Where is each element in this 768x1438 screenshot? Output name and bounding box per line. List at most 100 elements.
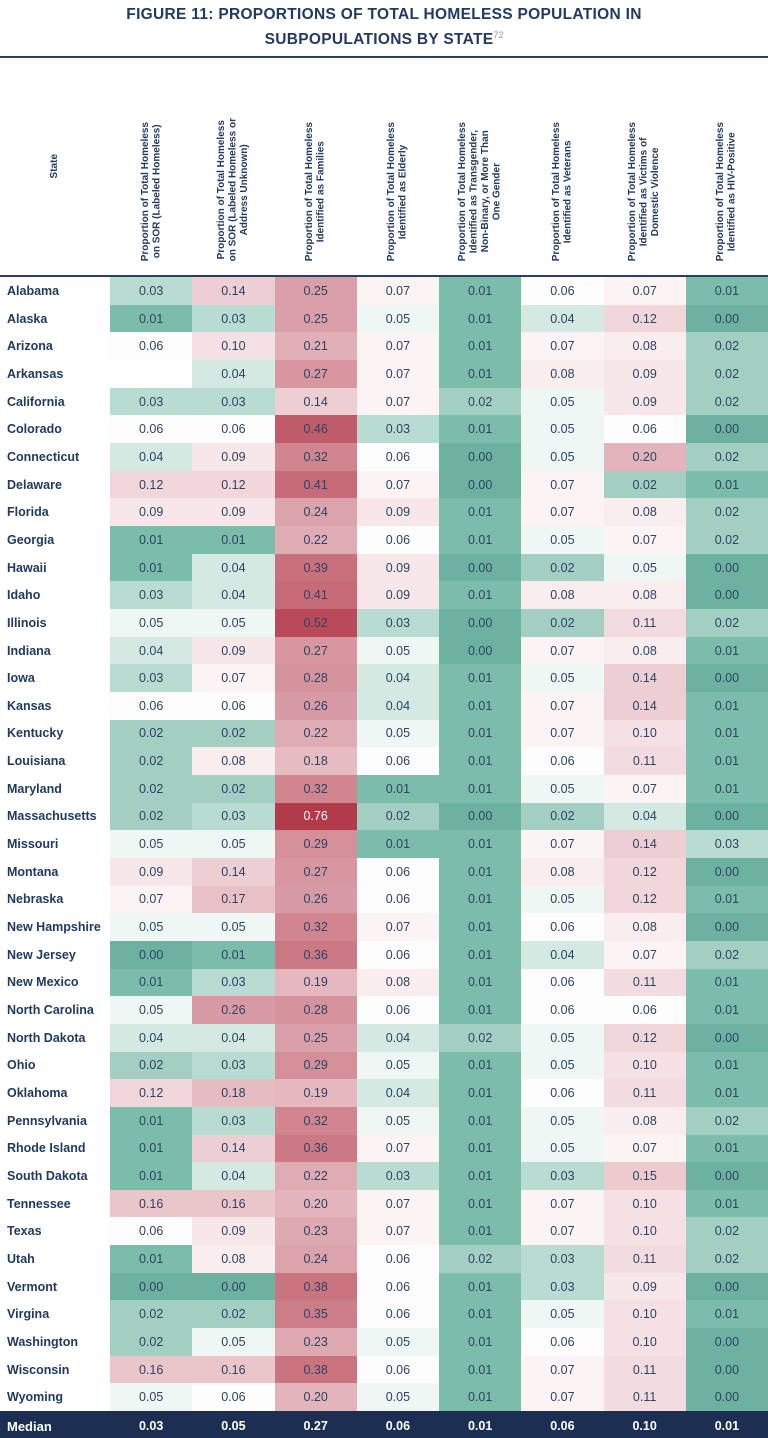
value-cell: 0.27 (274, 636, 357, 665)
value-cell: 0.02 (439, 387, 522, 416)
value-cell: 0.07 (356, 1134, 439, 1163)
value-cell: 0.10 (603, 1051, 686, 1080)
value-cell: 0.00 (439, 553, 522, 582)
value-cell: 0.00 (685, 1162, 768, 1190)
value-cell: 0.04 (192, 1023, 275, 1052)
value-cell: 0.02 (521, 802, 604, 831)
value-cell: 0.00 (685, 913, 768, 941)
state-label: Florida (0, 498, 110, 527)
value-cell: 0.06 (356, 443, 439, 471)
value-cell: 0.08 (603, 332, 686, 361)
state-label: Pennsylvania (0, 1106, 110, 1135)
value-cell: 0.01 (685, 1189, 768, 1218)
table-row: New Mexico 0.01 0.03 0.19 0.08 0.01 0.06 0.11 0.… (0, 968, 768, 997)
value-cell: 0.07 (521, 498, 604, 527)
median-value-cell: 0.10 (632, 1419, 657, 1434)
value-cell: 0.05 (521, 415, 604, 444)
value-cell: 0.29 (274, 1051, 357, 1080)
value-cell: 0.03 (192, 802, 275, 831)
value-cell: 0.01 (110, 304, 193, 333)
table-row: Texas 0.06 0.09 0.23 0.07 0.01 0.07 0.10 0.02 (0, 1217, 768, 1246)
median-label: Median (7, 1418, 52, 1434)
value-cell: 0.02 (110, 719, 193, 748)
value-cell: 0.10 (192, 332, 275, 361)
value-cell (110, 360, 193, 388)
state-label: Rhode Island (0, 1134, 110, 1163)
value-cell: 0.02 (521, 553, 604, 582)
value-cell: 0.01 (439, 664, 522, 692)
value-cell: 0.06 (521, 1328, 604, 1356)
value-cell: 0.14 (603, 830, 686, 858)
value-cell: 0.26 (274, 885, 357, 914)
value-cell: 0.05 (521, 1300, 604, 1329)
value-cell: 0.03 (110, 387, 193, 416)
value-cell: 0.32 (274, 774, 357, 803)
value-cell: 0.06 (356, 747, 439, 775)
value-cell: 0.01 (356, 830, 439, 858)
value-cell: 0.06 (192, 415, 275, 444)
state-label: Oklahoma (0, 1079, 110, 1107)
value-cell: 0.02 (110, 1300, 193, 1329)
value-cell: 0.14 (192, 857, 275, 886)
value-cell: 0.07 (356, 277, 439, 305)
value-cell: 0.02 (110, 802, 193, 831)
value-cell: 0.02 (192, 774, 275, 803)
value-cell: 0.04 (110, 443, 193, 471)
table-row: Virgina 0.02 0.02 0.35 0.06 0.01 0.05 0.10 0.01 (0, 1300, 768, 1329)
value-cell: 0.09 (356, 581, 439, 610)
table-row: Indiana 0.04 0.09 0.27 0.05 0.00 0.07 0.08 0.01 (0, 636, 768, 665)
value-cell: 0.01 (685, 885, 768, 914)
value-cell: 0.04 (521, 304, 604, 333)
value-cell: 0.02 (356, 802, 439, 831)
value-cell: 0.39 (274, 553, 357, 582)
value-cell: 0.07 (521, 1217, 604, 1246)
value-cell: 0.10 (603, 1217, 686, 1246)
value-cell: 0.01 (192, 526, 275, 554)
value-cell: 0.07 (356, 332, 439, 361)
table-row: Illinois 0.05 0.05 0.52 0.03 0.00 0.02 0.11 0.02 (0, 609, 768, 637)
value-cell: 0.01 (685, 470, 768, 499)
value-cell: 0.18 (274, 747, 357, 775)
value-cell: 0.01 (110, 968, 193, 997)
table-row: Arizona 0.06 0.10 0.21 0.07 0.01 0.07 0.08 0.02 (0, 332, 768, 361)
value-cell: 0.06 (356, 996, 439, 1024)
value-cell: 0.02 (685, 360, 768, 388)
column-header-hiv-positive: Proportion of Total Homeless Identified … (715, 121, 738, 262)
value-cell: 0.03 (356, 415, 439, 444)
value-cell: 0.07 (356, 360, 439, 388)
value-cell: 0.32 (274, 1106, 357, 1135)
value-cell: 0.12 (110, 470, 193, 499)
value-cell: 0.16 (192, 1189, 275, 1218)
value-cell: 0.22 (274, 526, 357, 554)
state-label: North Carolina (0, 996, 110, 1024)
value-cell: 0.24 (274, 498, 357, 527)
column-header-families: Proportion of Total Homeless Identified … (304, 121, 327, 262)
table-row: Colorado 0.06 0.06 0.46 0.03 0.01 0.05 0.06 0.00 (0, 415, 768, 444)
value-cell: 0.01 (685, 1300, 768, 1329)
value-cell: 0.02 (192, 1300, 275, 1329)
value-cell: 0.01 (685, 692, 768, 720)
value-cell: 0.05 (192, 609, 275, 637)
value-cell: 0.21 (274, 332, 357, 361)
value-cell: 0.04 (356, 1023, 439, 1052)
state-label: Kentucky (0, 719, 110, 748)
state-label: Georgia (0, 526, 110, 554)
value-cell: 0.07 (603, 940, 686, 969)
value-cell: 0.38 (274, 1355, 357, 1384)
value-cell: 0.09 (110, 498, 193, 527)
value-cell: 0.11 (603, 747, 686, 775)
value-cell: 0.01 (439, 747, 522, 775)
value-cell: 0.01 (356, 774, 439, 803)
value-cell: 0.27 (274, 857, 357, 886)
value-cell: 0.05 (521, 1106, 604, 1135)
value-cell: 0.03 (685, 830, 768, 858)
value-cell: 0.20 (274, 1383, 357, 1412)
value-cell: 0.32 (274, 443, 357, 471)
value-cell: 0.03 (192, 968, 275, 997)
value-cell: 0.02 (685, 609, 768, 637)
value-cell: 0.06 (110, 1217, 193, 1246)
value-cell: 0.22 (274, 1162, 357, 1190)
value-cell: 0.06 (192, 692, 275, 720)
value-cell: 0.05 (356, 304, 439, 333)
value-cell: 0.20 (603, 443, 686, 471)
